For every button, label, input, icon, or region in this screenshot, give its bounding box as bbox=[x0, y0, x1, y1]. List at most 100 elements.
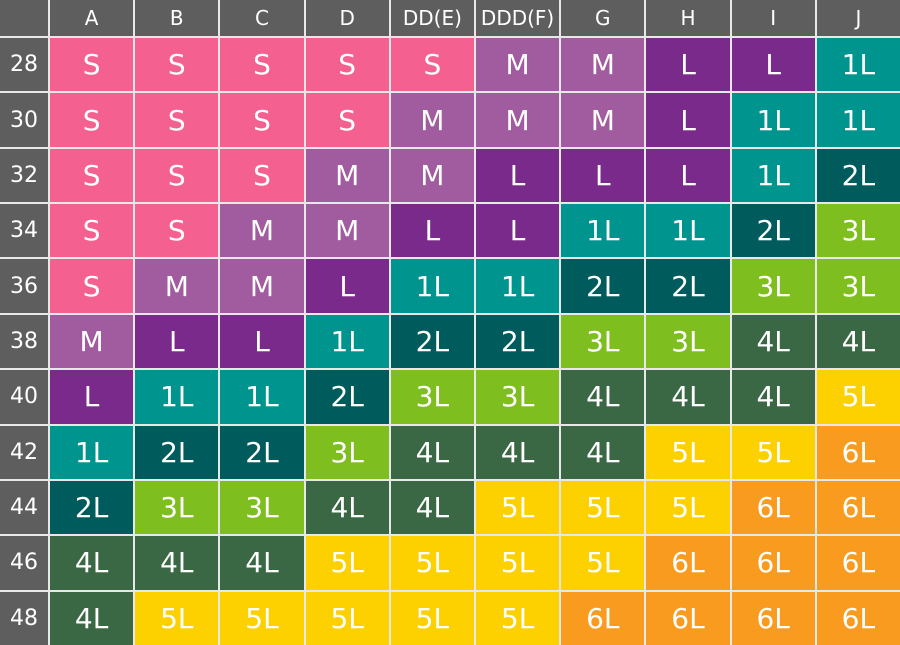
size-cell: M bbox=[220, 259, 304, 313]
size-cell: 6L bbox=[561, 591, 645, 645]
size-cell: M bbox=[305, 148, 389, 203]
column-header: J bbox=[816, 0, 900, 36]
size-cell: M bbox=[305, 204, 389, 258]
size-cell: 2L bbox=[305, 370, 389, 424]
size-cell: 6L bbox=[731, 536, 815, 590]
size-cell: 3L bbox=[816, 259, 900, 313]
column-header: D bbox=[305, 0, 389, 36]
row-header: 36 bbox=[0, 259, 48, 313]
size-cell: 4L bbox=[731, 370, 815, 424]
size-cell: 5L bbox=[561, 480, 645, 535]
size-cell: 2L bbox=[561, 259, 645, 313]
column-header: DDD(F) bbox=[475, 0, 560, 36]
size-cell: 1L bbox=[561, 204, 645, 258]
size-cell: 4L bbox=[305, 480, 389, 535]
size-cell: 4L bbox=[50, 591, 134, 645]
size-cell: 5L bbox=[390, 536, 474, 590]
size-cell: 5L bbox=[475, 591, 560, 645]
row-header: 42 bbox=[0, 425, 48, 479]
size-cell: S bbox=[390, 38, 474, 92]
size-cell: 5L bbox=[646, 425, 730, 479]
size-cell: M bbox=[561, 93, 645, 147]
row-header: 38 bbox=[0, 314, 48, 369]
size-cell: 2L bbox=[731, 204, 815, 258]
size-cell: 2L bbox=[475, 314, 560, 369]
size-cell: 2L bbox=[390, 314, 474, 369]
corner bbox=[0, 0, 48, 36]
size-cell: L bbox=[305, 259, 389, 313]
size-cell: 1L bbox=[305, 314, 389, 369]
size-cell: S bbox=[305, 93, 389, 147]
row-header: 30 bbox=[0, 93, 48, 147]
size-cell: 4L bbox=[50, 536, 134, 590]
size-cell: 6L bbox=[816, 536, 900, 590]
size-cell: 4L bbox=[135, 536, 219, 590]
size-cell: 1L bbox=[50, 425, 134, 479]
size-cell: M bbox=[220, 204, 304, 258]
row-header: 44 bbox=[0, 480, 48, 535]
size-cell: 6L bbox=[816, 480, 900, 535]
size-cell: 3L bbox=[390, 370, 474, 424]
size-cell: S bbox=[305, 38, 389, 92]
size-cell: 1L bbox=[731, 148, 815, 203]
row-header: 46 bbox=[0, 536, 48, 590]
size-cell: 6L bbox=[731, 591, 815, 645]
size-cell: L bbox=[646, 93, 730, 147]
size-cell: M bbox=[475, 38, 560, 92]
row-header: 40 bbox=[0, 370, 48, 424]
size-cell: 2L bbox=[50, 480, 134, 535]
size-cell: S bbox=[220, 148, 304, 203]
size-cell: 5L bbox=[646, 480, 730, 535]
size-cell: M bbox=[390, 148, 474, 203]
size-cell: S bbox=[50, 38, 134, 92]
row-header: 28 bbox=[0, 38, 48, 92]
size-cell: 4L bbox=[646, 370, 730, 424]
size-cell: S bbox=[220, 38, 304, 92]
column-header: DD(E) bbox=[390, 0, 474, 36]
column-header: I bbox=[731, 0, 815, 36]
size-cell: 3L bbox=[731, 259, 815, 313]
size-cell: S bbox=[50, 259, 134, 313]
size-cell: 5L bbox=[305, 591, 389, 645]
size-cell: S bbox=[135, 38, 219, 92]
size-cell: 2L bbox=[816, 148, 900, 203]
size-cell: S bbox=[220, 93, 304, 147]
size-cell: 3L bbox=[561, 314, 645, 369]
size-cell: L bbox=[731, 38, 815, 92]
size-cell: 1L bbox=[220, 370, 304, 424]
size-cell: 6L bbox=[816, 591, 900, 645]
column-header: B bbox=[135, 0, 219, 36]
size-cell: 1L bbox=[646, 204, 730, 258]
size-cell: 3L bbox=[135, 480, 219, 535]
size-cell: 3L bbox=[220, 480, 304, 535]
size-cell: S bbox=[50, 204, 134, 258]
size-cell: 5L bbox=[475, 480, 560, 535]
size-cell: L bbox=[135, 314, 219, 369]
size-cell: M bbox=[50, 314, 134, 369]
size-cell: M bbox=[390, 93, 474, 147]
size-cell: 6L bbox=[816, 425, 900, 479]
size-cell: 4L bbox=[475, 425, 560, 479]
size-cell: 1L bbox=[731, 93, 815, 147]
column-header: A bbox=[50, 0, 134, 36]
size-cell: L bbox=[561, 148, 645, 203]
size-cell: L bbox=[646, 148, 730, 203]
column-header: C bbox=[220, 0, 304, 36]
size-cell: M bbox=[475, 93, 560, 147]
size-cell: 4L bbox=[220, 536, 304, 590]
size-cell: 4L bbox=[731, 314, 815, 369]
size-cell: M bbox=[561, 38, 645, 92]
size-cell: L bbox=[390, 204, 474, 258]
size-cell: S bbox=[135, 148, 219, 203]
row-header: 32 bbox=[0, 148, 48, 203]
size-cell: 4L bbox=[561, 425, 645, 479]
size-cell: L bbox=[475, 204, 560, 258]
size-cell: 2L bbox=[135, 425, 219, 479]
size-cell: 1L bbox=[135, 370, 219, 424]
size-cell: 5L bbox=[816, 370, 900, 424]
size-cell: 3L bbox=[305, 425, 389, 479]
size-cell: S bbox=[50, 148, 134, 203]
size-cell: 5L bbox=[561, 536, 645, 590]
size-cell: 5L bbox=[390, 591, 474, 645]
